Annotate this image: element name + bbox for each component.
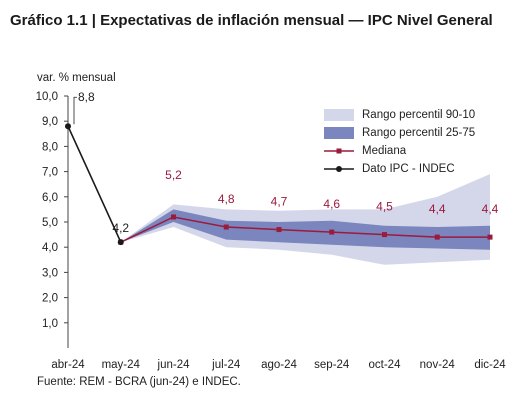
- median-data-label: 4,5: [376, 200, 393, 214]
- y-axis-label: var. % mensual: [37, 72, 116, 84]
- median-data-label: 5,2: [165, 168, 182, 182]
- y-tick-label: 1,0: [42, 318, 58, 330]
- median-point: [487, 234, 493, 240]
- y-tick-label: 8,0: [42, 141, 58, 153]
- median-data-label: 4,7: [271, 195, 288, 209]
- legend-item-90-10: Rango percentil 90-10: [324, 106, 475, 124]
- ipc-label-leader: [73, 96, 77, 125]
- x-tick-label: nov-24: [420, 359, 456, 371]
- legend-label-90-10: Rango percentil 90-10: [362, 109, 476, 121]
- legend-item-25-75: Rango percentil 25-75: [324, 124, 475, 142]
- y-tick-label: 9,0: [42, 116, 58, 128]
- ipc-point: [117, 239, 124, 246]
- band-25-75: [120, 209, 491, 250]
- x-tick-label: dic-24: [474, 359, 506, 371]
- y-tick-label: 2,0: [42, 293, 58, 305]
- x-tick-label: ago-24: [261, 359, 297, 371]
- median-point: [329, 229, 335, 235]
- data-labels: 5,2 4,8 4,7 4,6 4,5 4,4 4,4 8,8 4,2: [73, 90, 499, 235]
- median-data-label: 4,4: [482, 202, 499, 216]
- median-line: [120, 216, 490, 243]
- ipc-line: [67, 125, 122, 243]
- y-tick-label: 7,0: [42, 167, 58, 179]
- y-tick-label: 3,0: [42, 267, 58, 279]
- ipc-data-label: 8,8: [78, 90, 95, 104]
- legend-swatch-mediana: [324, 144, 354, 158]
- ipc-point: [65, 123, 71, 130]
- median-point: [223, 224, 229, 230]
- y-tick-label: 4,0: [42, 242, 58, 254]
- median-data-label: 4,6: [323, 197, 340, 211]
- median-data-label: 4,8: [218, 192, 235, 206]
- x-tick-label: oct-24: [369, 359, 402, 371]
- x-tick-label: sep-24: [314, 359, 350, 371]
- legend-item-ipc: Dato IPC - INDEC: [324, 160, 475, 178]
- x-axis-ticks: abr-24 may-24 jun-24 jul-24 ago-24 sep-24 oct-…: [51, 359, 506, 371]
- median-point: [382, 232, 387, 238]
- legend-item-mediana: Mediana: [324, 142, 475, 160]
- median-point: [171, 214, 176, 220]
- series-lines: [67, 125, 490, 243]
- y-tick-label: 10,0: [36, 91, 58, 103]
- x-tick-label: jul-24: [211, 359, 241, 371]
- x-tick-label: abr-24: [51, 359, 85, 371]
- x-tick-label: may-24: [102, 359, 141, 371]
- legend: Rango percentil 90-10 Rango percentil 25…: [324, 106, 475, 178]
- y-axis-ticks: 1,0 2,0 3,0 4,0 5,0 6,0 7,0 8,0 9,0 10,0: [36, 91, 69, 348]
- source-note: Fuente: REM - BCRA (jun-24) e INDEC.: [37, 376, 241, 388]
- x-tick-label: jun-24: [157, 359, 191, 371]
- y-tick-label: 5,0: [42, 217, 58, 229]
- median-data-label: 4,4: [429, 202, 446, 216]
- legend-label-ipc: Dato IPC - INDEC: [362, 163, 455, 175]
- median-point: [434, 234, 440, 240]
- median-point: [276, 227, 282, 233]
- chart-title: Gráfico 1.1 | Expectativas de inflación …: [10, 12, 493, 29]
- legend-label-mediana: Mediana: [362, 145, 407, 157]
- legend-label-25-75: Rango percentil 25-75: [362, 127, 476, 139]
- series-points: [65, 123, 493, 246]
- percentile-bands: [120, 174, 491, 265]
- ipc-data-label: 4,2: [112, 221, 129, 235]
- legend-swatch-25-75: [324, 126, 354, 140]
- legend-swatch-90-10: [324, 108, 354, 122]
- legend-swatch-ipc: [324, 162, 354, 176]
- y-tick-label: 6,0: [42, 192, 58, 204]
